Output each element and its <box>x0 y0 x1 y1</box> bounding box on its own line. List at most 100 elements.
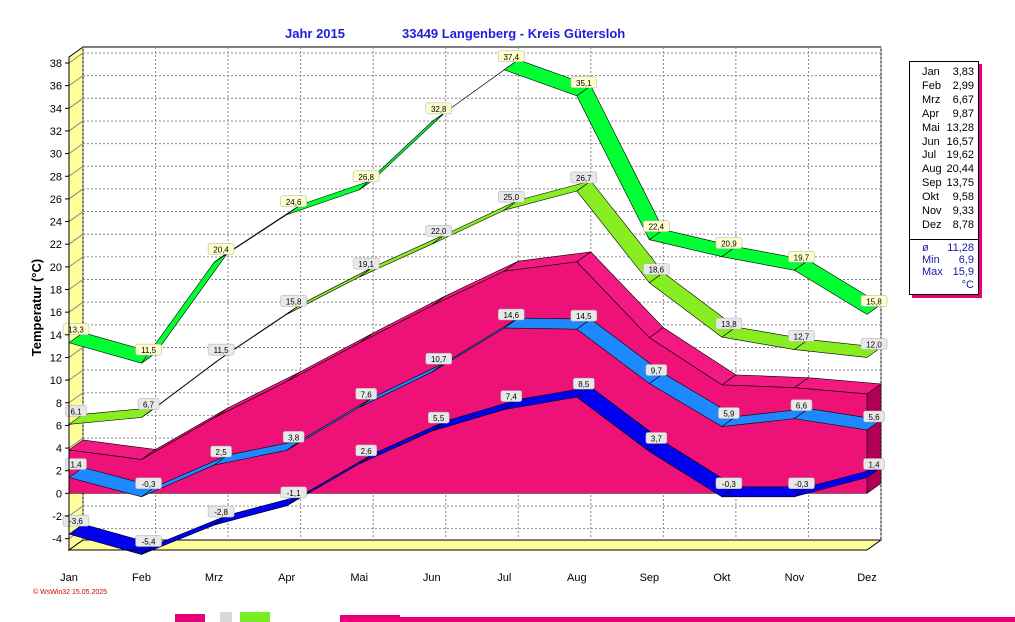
data-label: -1,1 <box>287 489 301 498</box>
data-label-box <box>210 445 232 458</box>
grid-line-side <box>68 256 84 268</box>
y-tick-label: 16 <box>50 307 62 319</box>
data-label: 11,5 <box>141 346 157 355</box>
y-tick-label: 22 <box>50 239 62 251</box>
data-label: 35,1 <box>576 79 592 88</box>
data-label: 26,8 <box>358 173 374 182</box>
y-tick-label: -2 <box>52 511 62 523</box>
data-label: 8,5 <box>578 380 590 389</box>
legend-row: Aug 20,44 <box>910 163 978 176</box>
grid-line-side <box>68 97 84 109</box>
legend-stat-row: °C <box>910 279 978 292</box>
legend-value: 15,9 <box>952 266 974 279</box>
data-label-box <box>135 535 162 547</box>
data-label-box <box>65 458 87 470</box>
data-label-box <box>280 295 307 307</box>
grid-line-side <box>68 301 84 313</box>
data-label-box <box>573 377 595 390</box>
data-label-box <box>643 220 670 232</box>
data-label: 6,1 <box>70 407 82 416</box>
data-label-box <box>498 308 525 321</box>
x-tick-label: Feb <box>132 572 151 584</box>
data-label: 25,0 <box>503 193 519 202</box>
data-label: 2,5 <box>216 448 228 457</box>
data-label-box <box>788 477 815 490</box>
data-label: 11,5 <box>214 346 230 355</box>
y-tick-label: 32 <box>50 126 62 138</box>
y-tick-label: 30 <box>50 149 62 161</box>
data-label-box <box>282 431 305 443</box>
data-label: 20,9 <box>721 240 737 249</box>
data-label-box <box>570 171 598 184</box>
data-label-box <box>425 224 452 237</box>
data-label-box <box>207 343 235 356</box>
grid-line-side <box>68 392 84 404</box>
data-label: 3,8 <box>288 433 300 442</box>
data-label: -0,3 <box>142 480 156 489</box>
data-label: 3,7 <box>651 434 663 443</box>
data-label: 1,4 <box>70 461 82 470</box>
data-label-box <box>352 257 380 270</box>
watermark-text: © WsWin32 15.05.2025 <box>33 589 108 596</box>
data-label: 12,0 <box>866 340 882 349</box>
legend-month: Mai <box>922 121 940 134</box>
legend-row: Mrz 6,67 <box>910 94 978 107</box>
legend-divider <box>910 239 978 240</box>
legend-stat-row: Max 15,9 <box>910 266 978 279</box>
legend-value: 13,28 <box>946 121 974 134</box>
legend-month: Jun <box>922 135 940 148</box>
axis-ticks-layer: -4-202468101214161820222426283032343638J… <box>50 57 877 584</box>
data-label-box <box>207 243 235 255</box>
legend-value: 13,75 <box>946 177 974 190</box>
y-tick-label: 18 <box>50 285 62 297</box>
mean-area-front <box>68 261 868 494</box>
data-label-box <box>65 405 87 417</box>
legend-row: Apr 9,87 <box>910 108 978 121</box>
legend-stat-row: ø 11,28 <box>910 242 978 255</box>
data-label: 13,8 <box>721 320 737 329</box>
data-label-box <box>352 170 380 183</box>
data-label: 19,1 <box>358 260 374 269</box>
data-label: 5,9 <box>723 410 735 419</box>
data-label: -0,3 <box>722 480 736 489</box>
data-label: 5,5 <box>433 414 445 423</box>
series-layer <box>67 59 882 555</box>
x-tick-label: Nov <box>785 572 805 584</box>
data-label-box <box>788 330 815 342</box>
y-tick-label: -4 <box>52 534 62 546</box>
legend-value: 9,58 <box>952 191 974 204</box>
y-tick-label: 8 <box>56 398 62 410</box>
data-label-box <box>207 505 235 518</box>
legend-value: 9,87 <box>952 107 974 120</box>
data-label-box <box>863 458 885 470</box>
data-label-box <box>718 407 740 419</box>
x-tick-label: Dez <box>857 572 877 584</box>
data-label: 2,6 <box>361 447 373 456</box>
y-tick-label: 12 <box>50 352 62 364</box>
legend-month: Jan <box>922 66 940 78</box>
data-label: 7,6 <box>361 390 373 399</box>
legend-value: 6,9 <box>958 254 974 267</box>
legend-value: °C <box>961 278 974 291</box>
x-tick-label: Mai <box>350 572 368 584</box>
data-label: 20,4 <box>213 245 229 254</box>
data-label: 24,6 <box>286 198 302 207</box>
data-label: 26,7 <box>576 174 592 183</box>
data-label: 18,6 <box>649 266 665 275</box>
legend-stat-row: Min 6,9 <box>910 254 978 267</box>
data-label-box <box>645 432 668 444</box>
grid-line-side <box>68 120 84 132</box>
legend-month: Jul <box>922 149 937 162</box>
data-label-box <box>425 102 452 115</box>
legend-month: Nov <box>922 205 942 217</box>
data-label: -3,6 <box>69 517 83 526</box>
grid-line-side <box>68 437 84 449</box>
data-label: 37,4 <box>503 53 519 62</box>
data-label-box <box>498 50 525 63</box>
legend-row: Jun 16,57 <box>910 136 978 149</box>
y-tick-label: 2 <box>56 466 62 478</box>
legend-month: Dez <box>922 218 942 231</box>
legend-value: 11,28 <box>947 242 974 254</box>
y-tick-label: 38 <box>50 58 62 70</box>
data-label: 6,6 <box>796 402 808 411</box>
